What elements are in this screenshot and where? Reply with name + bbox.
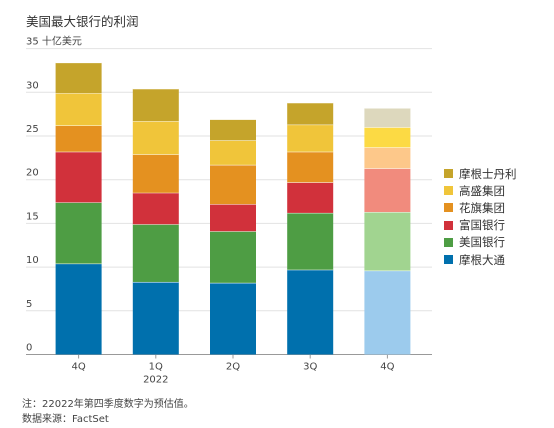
source-note: 数据来源：FactSet bbox=[22, 414, 109, 425]
legend-swatch bbox=[444, 169, 453, 179]
bar-segment bbox=[287, 212, 334, 270]
bar-segment bbox=[210, 282, 256, 355]
chart-title: 美国最大银行的利润 bbox=[26, 14, 139, 29]
legend-item: 花旗集团 bbox=[444, 199, 517, 216]
bar-segment bbox=[132, 224, 179, 282]
bars bbox=[55, 62, 411, 355]
legend-label: 高盛集团 bbox=[459, 183, 505, 198]
legend-swatch bbox=[444, 237, 453, 247]
y-tick-label: 30 bbox=[26, 80, 39, 91]
legend-item: 高盛集团 bbox=[444, 182, 517, 199]
bar-segment bbox=[55, 93, 102, 126]
bar-segment bbox=[287, 182, 334, 213]
bar-segment bbox=[364, 270, 411, 355]
legend-label: 美国银行 bbox=[459, 235, 505, 250]
bar-segment bbox=[364, 127, 411, 148]
legend-swatch bbox=[444, 186, 453, 196]
legend-item: 美国银行 bbox=[444, 234, 517, 251]
bar-segment bbox=[287, 269, 334, 355]
x-tick-label: 2Q bbox=[226, 362, 240, 373]
legend-label: 花旗集团 bbox=[459, 200, 505, 215]
y-tick-label: 5 bbox=[26, 299, 32, 310]
legend-item: 摩根士丹利 bbox=[444, 165, 517, 182]
y-tick-label: 25 bbox=[26, 124, 39, 135]
footnote: 注：22022年第四季度数字为预估值。 bbox=[22, 399, 194, 410]
legend-item: 富国银行 bbox=[444, 217, 517, 234]
bar-segment bbox=[210, 140, 256, 165]
stacked-bar-chart: 0 5 10 15 20 25 30 35 十亿美元 4Q 1Q 2Q 3Q 4Q 2022 bbox=[26, 35, 432, 386]
bar-segment bbox=[132, 88, 179, 122]
bar-segment bbox=[364, 147, 411, 169]
axis-labels: 0 5 10 15 20 25 30 35 十亿美元 4Q 1Q 2Q 3Q 4Q 2022 bbox=[26, 35, 395, 386]
bar-segment bbox=[287, 151, 334, 183]
legend-swatch bbox=[444, 203, 453, 213]
bar-segment bbox=[287, 102, 334, 125]
y-tick-label: 0 bbox=[26, 343, 32, 354]
legend: 摩根士丹利高盛集团花旗集团富国银行美国银行摩根大通 bbox=[444, 165, 517, 268]
legend-item: 摩根大通 bbox=[444, 251, 517, 268]
bar-segment bbox=[210, 119, 256, 141]
bar-segment bbox=[132, 121, 179, 155]
bar-segment bbox=[55, 202, 102, 264]
bar-segment bbox=[132, 154, 179, 193]
bar-segment bbox=[55, 62, 102, 94]
y-tick-label: 20 bbox=[26, 168, 39, 179]
bar-segment bbox=[210, 164, 256, 205]
y-tick-label: 15 bbox=[26, 211, 39, 222]
bar-segment bbox=[55, 151, 102, 203]
legend-label: 富国银行 bbox=[459, 218, 505, 233]
legend-swatch bbox=[444, 220, 453, 230]
bar-segment bbox=[364, 168, 411, 213]
bar-segment bbox=[210, 231, 256, 283]
bar-segment bbox=[364, 212, 411, 271]
bar-segment bbox=[287, 124, 334, 152]
legend-label: 摩根士丹利 bbox=[459, 166, 517, 181]
y-axis-label: 35 十亿美元 bbox=[26, 35, 82, 48]
bar-segment bbox=[210, 204, 256, 232]
bar-segment bbox=[55, 263, 102, 355]
x-tick-label: 4Q bbox=[380, 362, 394, 373]
bar-segment bbox=[364, 108, 411, 128]
bar-segment bbox=[132, 192, 179, 225]
x-tick-label: 3Q bbox=[303, 362, 317, 373]
bar-segment bbox=[55, 125, 102, 152]
x-year-label: 2022 bbox=[143, 375, 168, 386]
y-tick-label: 10 bbox=[26, 255, 39, 266]
legend-label: 摩根大通 bbox=[459, 252, 505, 267]
x-tick-label: 1Q bbox=[149, 362, 163, 373]
legend-swatch bbox=[444, 255, 453, 265]
bar-segment bbox=[132, 281, 179, 355]
x-tick-label: 4Q bbox=[71, 362, 85, 373]
